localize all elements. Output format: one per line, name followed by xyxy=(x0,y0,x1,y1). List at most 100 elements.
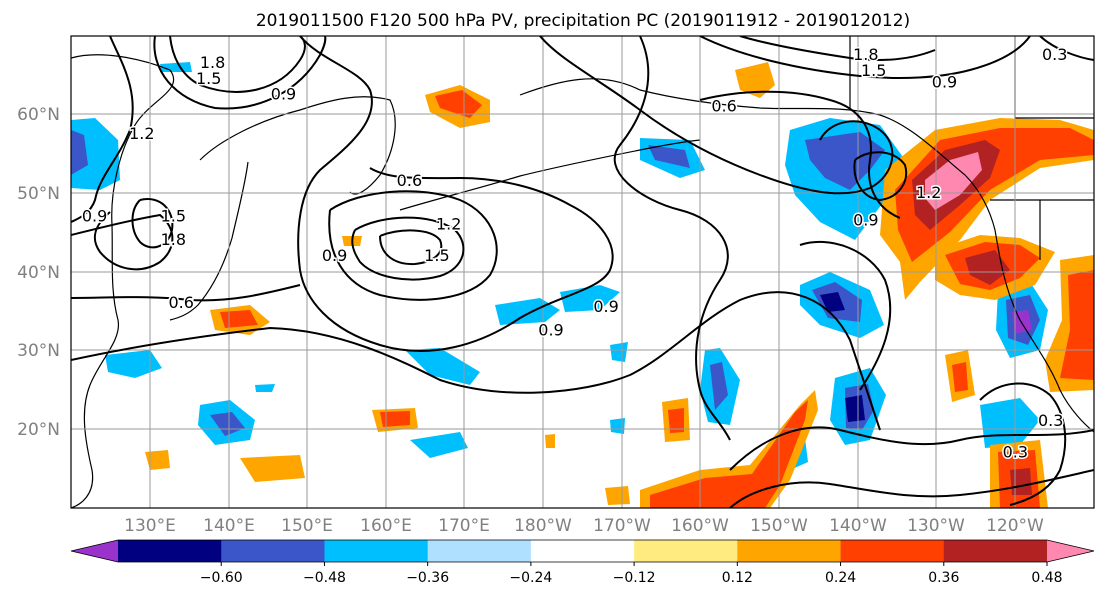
colorbar-tick-label: −0.24 xyxy=(509,570,552,586)
gridlines xyxy=(71,36,1094,508)
colorbar-segment xyxy=(840,540,945,562)
lon-tick-label: 160°W xyxy=(671,516,729,536)
contour-label: 1.8 xyxy=(200,53,225,72)
pos-region xyxy=(435,90,482,118)
lat-tick-label: 60°N xyxy=(17,105,60,125)
contour-label: 0.9 xyxy=(82,206,107,225)
pv-contour xyxy=(153,36,327,110)
pos-region xyxy=(925,152,982,210)
lat-tick-label: 20°N xyxy=(17,420,60,440)
map-frame xyxy=(70,35,1095,509)
contour-label: 0.6 xyxy=(397,171,422,190)
pv-contour xyxy=(729,426,1094,471)
figure-title: 2019011500 F120 500 hPa PV, precipitatio… xyxy=(256,11,910,31)
contour-label: 0.9 xyxy=(538,321,563,340)
contour-label: 1.5 xyxy=(161,206,186,225)
pos-region xyxy=(1010,468,1032,495)
pv-contour xyxy=(853,151,908,202)
contour-label: 1.5 xyxy=(424,246,449,265)
neg-region xyxy=(820,292,845,312)
colorbar-segment xyxy=(943,540,1048,562)
colorbar-tick-label: −0.60 xyxy=(200,570,243,586)
pv-contour xyxy=(739,36,936,61)
colorbar-extend-low xyxy=(71,540,118,562)
neg-region xyxy=(1012,310,1032,334)
pos-region xyxy=(545,434,555,448)
lat-tick-label: 40°N xyxy=(17,263,60,283)
neg-region xyxy=(610,342,628,362)
neg-region xyxy=(405,348,480,385)
pv-contour xyxy=(699,36,1031,79)
coastline-aleutians xyxy=(399,139,701,211)
precipitation-shading xyxy=(71,62,1094,508)
lon-tick-label: 140°E xyxy=(203,516,255,536)
neg-region xyxy=(648,145,690,168)
neg-region xyxy=(105,350,162,378)
contour-label: 0.3 xyxy=(1038,411,1063,430)
colorbar-outline xyxy=(70,539,1095,563)
coastline-japan xyxy=(169,161,249,321)
neg-region xyxy=(71,130,88,175)
colorbar-extend-high xyxy=(1047,540,1094,562)
pos-region xyxy=(735,62,775,98)
pv-contour xyxy=(71,291,881,431)
lon-tick-label: 150°W xyxy=(750,516,808,536)
colorbar-tick-label: 0.24 xyxy=(825,570,856,586)
neg-region xyxy=(495,298,560,325)
pos-region xyxy=(1060,270,1094,380)
pv-contour xyxy=(379,229,443,266)
colorbar-segment xyxy=(324,540,429,562)
pos-region xyxy=(380,411,410,427)
contour-label: 0.3 xyxy=(1042,45,1067,64)
pv-contour xyxy=(729,469,1094,508)
neg-region xyxy=(845,395,865,422)
contour-label: 1.2 xyxy=(916,183,941,202)
coastline-kamchatka xyxy=(199,96,396,195)
pv-contour xyxy=(613,36,731,441)
lon-tick-label: 180°W xyxy=(514,516,572,536)
pv-contour xyxy=(1039,36,1094,61)
map-panel: 1.81.50.91.20.9 1.51.80.60.61.21.50.90.90… xyxy=(71,36,1094,508)
lat-tick-label: 50°N xyxy=(17,184,60,204)
contour-label: 0.9 xyxy=(322,246,347,265)
contour-label: 0.3 xyxy=(1003,442,1028,461)
colorbar-tick-label: −0.48 xyxy=(303,570,346,586)
colorbar-tick-label: −0.12 xyxy=(613,570,656,586)
pv-contour xyxy=(539,36,894,195)
neg-region xyxy=(610,418,625,434)
contour-label: 1.5 xyxy=(861,61,886,80)
neg-region xyxy=(805,132,885,190)
pos-region xyxy=(145,450,170,470)
colorbar-segment xyxy=(634,540,738,562)
lon-tick-label: 160°E xyxy=(360,516,412,536)
lon-tick-label: 170°E xyxy=(438,516,490,536)
pv-contour xyxy=(169,36,306,93)
lon-tick-label: 140°W xyxy=(829,516,887,536)
pos-region xyxy=(605,486,630,505)
contour-label: 0.9 xyxy=(853,210,878,229)
pos-region xyxy=(240,455,305,482)
colorbar-tick-label: −0.36 xyxy=(406,570,449,586)
colorbar-segment xyxy=(221,540,326,562)
contour-label: 1.8 xyxy=(853,45,878,64)
contour-label: 0.9 xyxy=(271,85,296,104)
pv-contour xyxy=(328,190,498,301)
pv-contour xyxy=(71,36,134,223)
neg-region xyxy=(210,412,245,436)
neg-region xyxy=(410,432,468,458)
pv-contour xyxy=(131,198,174,249)
contour-label: 0.9 xyxy=(593,297,618,316)
pos-region xyxy=(965,250,1010,285)
lon-tick-label: 120°W xyxy=(986,516,1044,536)
coastlines xyxy=(71,36,1094,508)
pv-contours xyxy=(71,36,1094,508)
pv-contour xyxy=(699,90,901,219)
contour-label: 1.2 xyxy=(129,124,154,143)
lon-tick-label: 150°E xyxy=(281,516,333,536)
coastline-alaska xyxy=(519,78,996,231)
pv-contour xyxy=(799,240,892,391)
lon-tick-label: 170°W xyxy=(593,516,651,536)
pv-contour xyxy=(979,382,1067,506)
latitude-tick-labels: 60°N 50°N 40°N 30°N 20°N xyxy=(17,105,60,440)
colorbar-tick-label: 0.12 xyxy=(722,570,753,586)
